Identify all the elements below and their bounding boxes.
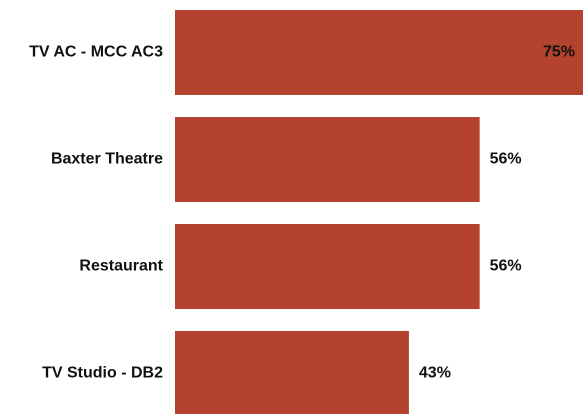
bar [175,224,480,309]
value-label: 56% [490,258,522,275]
bar [175,331,409,414]
bar [175,10,583,95]
y-tick-label: Baxter Theatre [51,151,163,168]
value-label: 56% [490,151,522,168]
value-label: 43% [419,365,451,382]
y-tick-label: TV Studio - DB2 [42,365,163,382]
value-label: 75% [543,44,575,61]
bar [175,117,480,202]
y-tick-label: Restaurant [79,258,163,275]
y-tick-label: TV AC - MCC AC3 [29,44,163,61]
